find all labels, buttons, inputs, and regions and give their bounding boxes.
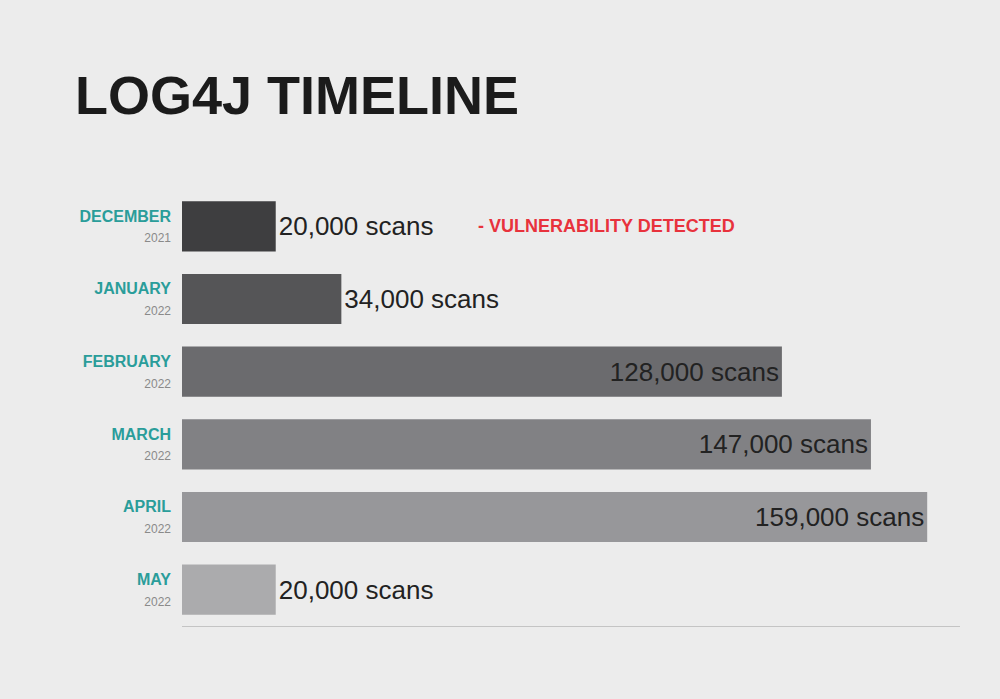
svg-text:128,000 scans: 128,000 scans — [610, 357, 779, 387]
svg-text:20,000 scans: 20,000 scans — [279, 575, 434, 605]
svg-text:LOG4J TIMELINE: LOG4J TIMELINE — [75, 65, 519, 125]
svg-text:159,000 scans: 159,000 scans — [755, 502, 924, 532]
svg-text:DECEMBER2021: DECEMBER2021 — [79, 208, 171, 246]
svg-text:- VULNERABILITY DETECTED: - VULNERABILITY DETECTED — [478, 216, 735, 236]
svg-text:147,000 scans: 147,000 scans — [699, 429, 868, 459]
svg-text:MARCH2022: MARCH2022 — [111, 426, 171, 464]
svg-text:JANUARY2022: JANUARY2022 — [94, 280, 171, 318]
svg-text:MAY2022: MAY2022 — [137, 571, 171, 609]
svg-text:34,000 scans: 34,000 scans — [344, 284, 499, 314]
svg-text:20,000 scans: 20,000 scans — [279, 211, 434, 241]
svg-text:APRIL2022: APRIL2022 — [123, 498, 171, 536]
svg-text:FEBRUARY2022: FEBRUARY2022 — [83, 353, 172, 391]
